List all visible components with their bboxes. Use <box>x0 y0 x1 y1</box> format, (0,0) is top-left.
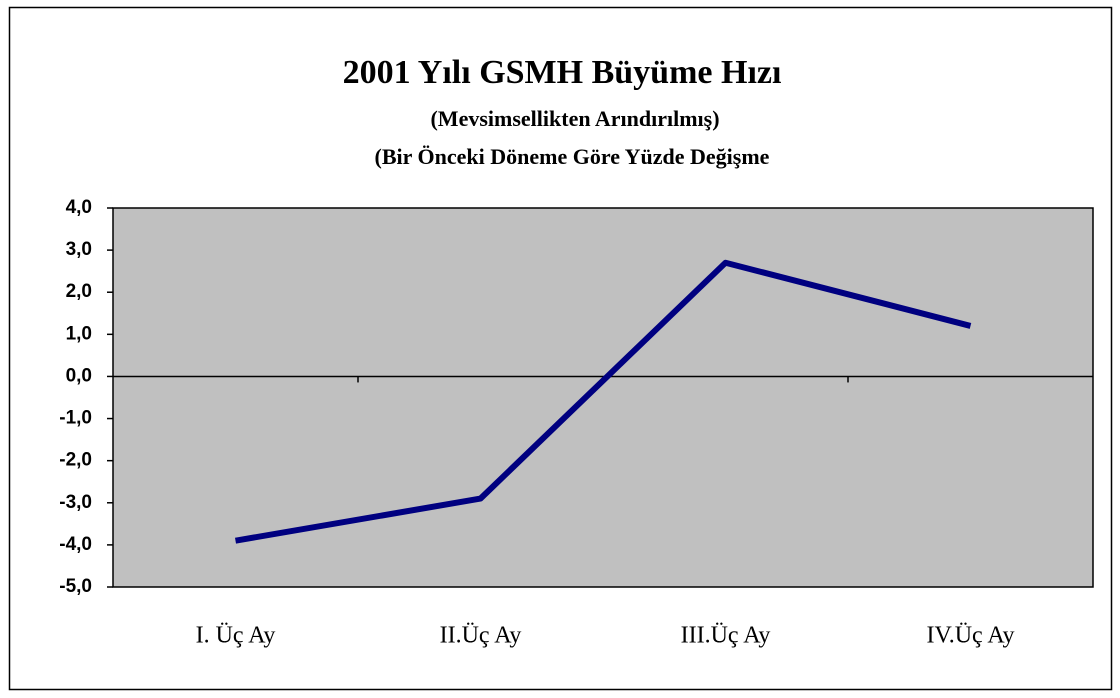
y-tick-label: -5,0 <box>59 576 92 597</box>
x-tick-label: II.Üç Ay <box>440 623 522 649</box>
chart-subtitle: (Bir Önceki Döneme Göre Yüzde Değişme <box>375 144 770 169</box>
x-tick-label: III.Üç Ay <box>681 623 771 649</box>
x-tick-label: IV.Üç Ay <box>926 623 1014 649</box>
y-tick-label: 0,0 <box>66 365 92 386</box>
y-tick-label: -3,0 <box>59 492 92 513</box>
chart-subtitle: (Mevsimsellikten Arındırılmış) <box>430 106 719 131</box>
y-tick-label: -4,0 <box>59 534 92 555</box>
y-tick-label: 4,0 <box>66 197 92 218</box>
x-tick-label: I. Üç Ay <box>196 623 276 649</box>
y-tick-label: -2,0 <box>59 450 92 471</box>
y-tick-label: 1,0 <box>66 323 92 344</box>
y-tick-label: -1,0 <box>59 408 92 429</box>
y-tick-label: 3,0 <box>66 239 92 260</box>
data-line <box>234 259 972 544</box>
y-tick-label: 2,0 <box>66 281 92 302</box>
plot-area <box>112 207 1094 588</box>
chart-title: 2001 Yılı GSMH Büyüme Hızı <box>343 54 782 91</box>
